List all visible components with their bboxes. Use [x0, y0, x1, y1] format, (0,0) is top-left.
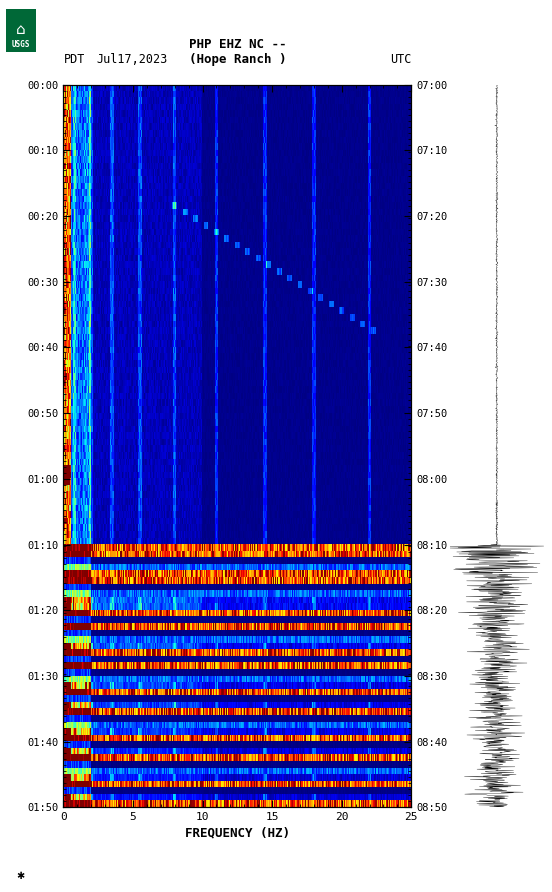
Text: (Hope Ranch ): (Hope Ranch ) [189, 54, 286, 66]
FancyBboxPatch shape [6, 9, 36, 52]
Text: PDT: PDT [63, 54, 85, 66]
Text: Jul17,2023: Jul17,2023 [97, 54, 168, 66]
X-axis label: FREQUENCY (HZ): FREQUENCY (HZ) [185, 826, 290, 839]
Text: PHP EHZ NC --: PHP EHZ NC -- [189, 38, 286, 51]
Text: UTC: UTC [390, 54, 411, 66]
Text: ⌂: ⌂ [16, 22, 25, 37]
Text: ✱: ✱ [17, 871, 25, 881]
Text: USGS: USGS [12, 39, 30, 48]
